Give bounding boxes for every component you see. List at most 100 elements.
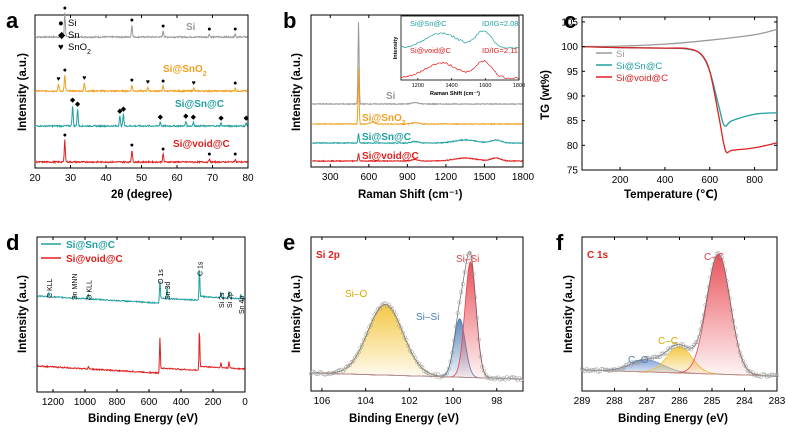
raw-data-point bbox=[709, 267, 715, 272]
raw-data-point bbox=[374, 309, 379, 314]
x-tick-label: 60 bbox=[171, 173, 183, 184]
raw-data-point bbox=[356, 349, 361, 355]
panel-c: c 200 400 600 800 75 80 85 90 95 100 105 Si Si@Sn@… bbox=[540, 8, 778, 201]
raw-data-point bbox=[701, 312, 706, 317]
x-tick-label: 70 bbox=[207, 173, 219, 184]
x-tick-label: 400 bbox=[657, 175, 674, 186]
peak-annotation: O KLL bbox=[87, 280, 94, 300]
raw-data-point bbox=[469, 256, 474, 261]
panel-f: f 289 288 287 286 285 284 283 C 1s C–O C–C C–C… bbox=[556, 230, 786, 425]
raw-data-point bbox=[473, 295, 478, 300]
raw-data-point bbox=[400, 330, 405, 335]
raw-data-point bbox=[413, 355, 418, 360]
raw-data-point bbox=[737, 350, 742, 355]
y-tick-label: 85 bbox=[567, 116, 579, 127]
panel-e-curves bbox=[308, 250, 524, 383]
raw-data-point bbox=[721, 261, 726, 266]
legend-label: Si@void@C bbox=[66, 254, 123, 265]
raw-data-point bbox=[377, 306, 382, 311]
panel-e-ticks: 106 104 102 100 98 bbox=[314, 237, 503, 407]
raw-data-point bbox=[614, 368, 619, 373]
raw-data-point bbox=[609, 367, 614, 372]
raw-data-point bbox=[358, 345, 363, 350]
legend-symbol: ● bbox=[58, 18, 64, 29]
peak-label: Si–O bbox=[345, 289, 367, 300]
background-line bbox=[310, 372, 524, 380]
peak-marker: ● bbox=[233, 26, 237, 33]
raw-data-point bbox=[657, 354, 663, 359]
raw-data-point bbox=[395, 318, 400, 323]
raw-data-point bbox=[713, 256, 718, 261]
x-tick-label: 600 bbox=[701, 175, 718, 186]
raw-data-point bbox=[734, 333, 739, 338]
legend-label: Sn bbox=[68, 30, 80, 41]
raw-data-point bbox=[317, 370, 322, 375]
x-tick-label: 200 bbox=[205, 397, 222, 408]
panel-a: a ●●● ● ●♥●♥ ● ♥ ● ♥ ●◆◆◆◆◆ ◆ ◆ ◆ ◆●●●● ● 20 30 40 50 60… bbox=[6, 5, 254, 201]
raw-data-point bbox=[390, 306, 395, 311]
raw-data-point bbox=[399, 326, 404, 331]
x-axis-label: Binding Energy (eV) bbox=[618, 413, 728, 425]
panel-c-ticks: 200 400 600 800 75 80 85 90 95 100 105 bbox=[561, 17, 777, 186]
x-axis-label: Binding Energy (eV) bbox=[88, 413, 198, 425]
peak-label: C–C bbox=[658, 336, 678, 347]
raw-data-point bbox=[475, 315, 480, 320]
panel-e-frame bbox=[310, 236, 524, 392]
raw-data-point bbox=[497, 377, 503, 382]
y-axis-label: Intensity (a.u.) bbox=[563, 275, 575, 353]
peak-annotation: Sn MNN bbox=[72, 274, 79, 300]
raw-data-point bbox=[654, 354, 659, 359]
raw-data-point bbox=[705, 294, 710, 299]
panel-label-c: c bbox=[564, 8, 576, 33]
raw-data-point bbox=[700, 319, 705, 324]
x-tick-label: 600 bbox=[360, 172, 377, 183]
peak-marker: ◆ bbox=[218, 115, 224, 122]
series-label: Si bbox=[186, 22, 196, 33]
inset-spectrum-Si@void@C bbox=[400, 59, 519, 80]
x-tick-label: 286 bbox=[671, 396, 688, 407]
raman-spectrum-Si bbox=[311, 21, 523, 106]
peak-marker: ● bbox=[161, 146, 165, 153]
x-tick-label: 30 bbox=[65, 173, 77, 184]
panel-b-curves bbox=[311, 21, 523, 163]
panel-title: C 1s bbox=[587, 250, 609, 261]
raw-data-point bbox=[406, 343, 411, 348]
panel-title: Si 2p bbox=[316, 250, 340, 261]
panel-label-e: e bbox=[283, 230, 295, 255]
legend-label: Si bbox=[616, 49, 624, 60]
panel-b-frame bbox=[310, 14, 524, 168]
xrd-pattern-Si@void@C bbox=[34, 139, 248, 165]
y-axis-label: TG (wt%) bbox=[540, 70, 552, 120]
y-tick-label: 105 bbox=[561, 17, 578, 28]
raw-data-point bbox=[393, 312, 398, 317]
y-axis-label: Intensity (a.u.) bbox=[17, 53, 29, 131]
panel-label-a: a bbox=[6, 8, 19, 33]
x-tick-label: 100 bbox=[445, 396, 462, 407]
raw-data-point bbox=[370, 317, 375, 322]
peak-marker: ● bbox=[130, 77, 134, 84]
x-tick-label: 800 bbox=[109, 397, 126, 408]
tg-curve-Si bbox=[581, 28, 778, 48]
raw-data-point bbox=[648, 356, 653, 361]
raw-data-point bbox=[696, 334, 702, 339]
inset-x-tick-label: 1800 bbox=[513, 83, 525, 89]
x-tick-label: 1200 bbox=[42, 397, 65, 408]
raw-data-point bbox=[653, 354, 658, 359]
legend-symbol: ♥ bbox=[58, 42, 64, 53]
raw-data-point bbox=[476, 337, 481, 342]
panel-d: d 1200 1000 800 600 400 200 0 C KLL Sn MNN O KLL… bbox=[6, 230, 248, 425]
raw-data-point bbox=[420, 365, 425, 370]
peak-marker: ♥ bbox=[146, 79, 150, 86]
legend-label: Si@Sn@C bbox=[66, 240, 115, 251]
raw-data-point bbox=[773, 373, 778, 378]
inset-ratio-label: ID/IG=2.11 bbox=[482, 46, 518, 55]
peak-marker: ● bbox=[63, 132, 67, 139]
raw-data-point bbox=[365, 330, 370, 335]
x-tick-label: 300 bbox=[322, 172, 339, 183]
y-tick-label: 80 bbox=[567, 141, 579, 152]
raw-data-point bbox=[464, 260, 469, 265]
raw-data-point bbox=[372, 312, 377, 317]
raw-data-point bbox=[602, 368, 607, 373]
series-label: Si@SnO2 bbox=[362, 113, 406, 127]
raw-data-point bbox=[391, 309, 397, 314]
